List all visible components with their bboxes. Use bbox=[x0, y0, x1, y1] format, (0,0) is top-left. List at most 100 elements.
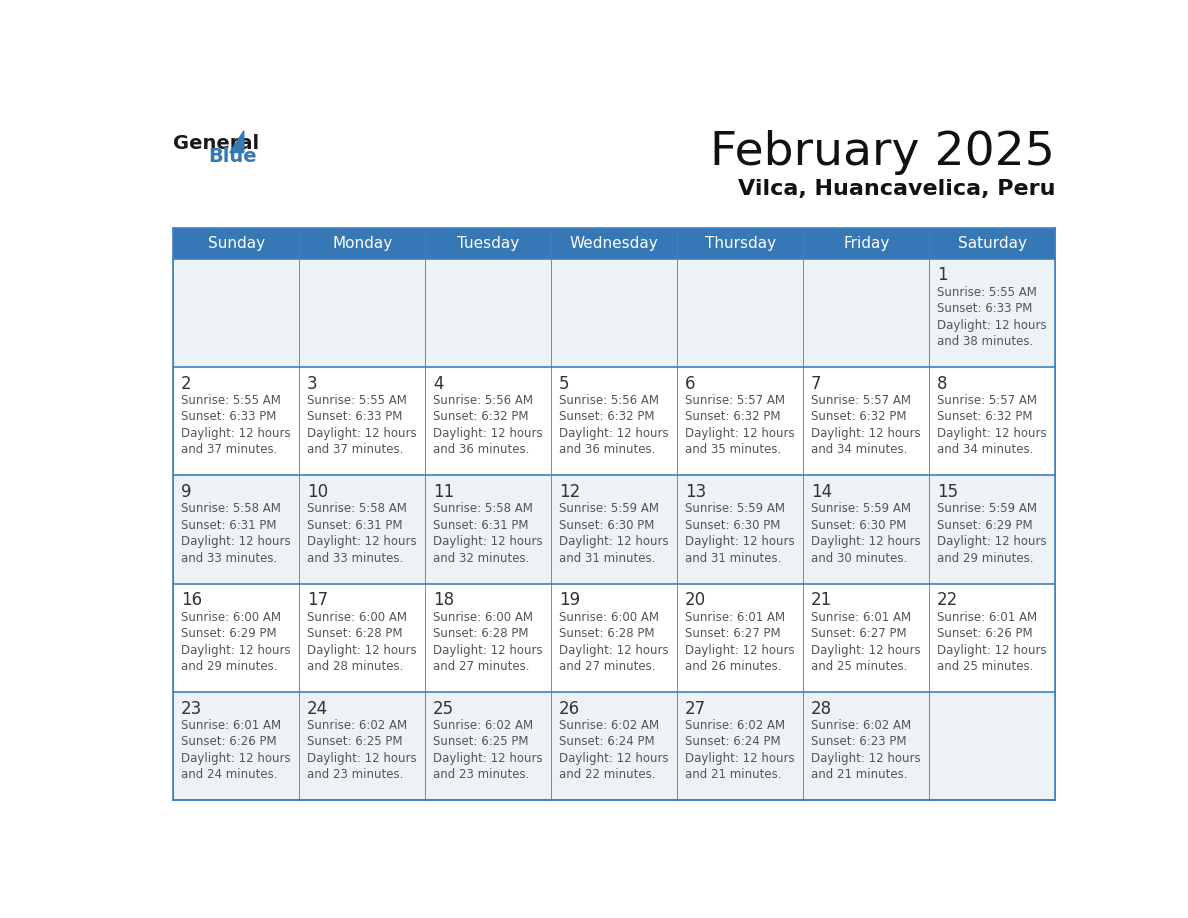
Text: Vilca, Huancavelica, Peru: Vilca, Huancavelica, Peru bbox=[738, 179, 1055, 199]
Text: 7: 7 bbox=[811, 375, 822, 393]
Text: Monday: Monday bbox=[333, 236, 392, 251]
Text: Sunrise: 5:59 AM
Sunset: 6:30 PM
Daylight: 12 hours
and 30 minutes.: Sunrise: 5:59 AM Sunset: 6:30 PM Dayligh… bbox=[811, 502, 921, 565]
FancyBboxPatch shape bbox=[173, 584, 299, 692]
Text: 9: 9 bbox=[181, 483, 191, 501]
Text: Thursday: Thursday bbox=[704, 236, 776, 251]
Text: Sunrise: 5:59 AM
Sunset: 6:30 PM
Daylight: 12 hours
and 31 minutes.: Sunrise: 5:59 AM Sunset: 6:30 PM Dayligh… bbox=[685, 502, 795, 565]
Text: 19: 19 bbox=[560, 591, 580, 610]
Text: 14: 14 bbox=[811, 483, 832, 501]
FancyBboxPatch shape bbox=[425, 228, 551, 259]
Text: 13: 13 bbox=[685, 483, 707, 501]
Text: Sunrise: 5:57 AM
Sunset: 6:32 PM
Daylight: 12 hours
and 35 minutes.: Sunrise: 5:57 AM Sunset: 6:32 PM Dayligh… bbox=[685, 394, 795, 456]
Text: Sunrise: 6:02 AM
Sunset: 6:23 PM
Daylight: 12 hours
and 21 minutes.: Sunrise: 6:02 AM Sunset: 6:23 PM Dayligh… bbox=[811, 719, 921, 781]
FancyBboxPatch shape bbox=[425, 367, 551, 476]
Text: 3: 3 bbox=[307, 375, 317, 393]
Text: 4: 4 bbox=[434, 375, 443, 393]
Text: Sunrise: 5:58 AM
Sunset: 6:31 PM
Daylight: 12 hours
and 33 minutes.: Sunrise: 5:58 AM Sunset: 6:31 PM Dayligh… bbox=[307, 502, 417, 565]
FancyBboxPatch shape bbox=[299, 228, 425, 259]
Text: 18: 18 bbox=[434, 591, 454, 610]
Text: Sunrise: 5:57 AM
Sunset: 6:32 PM
Daylight: 12 hours
and 34 minutes.: Sunrise: 5:57 AM Sunset: 6:32 PM Dayligh… bbox=[811, 394, 921, 456]
FancyBboxPatch shape bbox=[929, 367, 1055, 476]
FancyBboxPatch shape bbox=[551, 476, 677, 584]
Text: 6: 6 bbox=[685, 375, 695, 393]
Text: 5: 5 bbox=[560, 375, 569, 393]
FancyBboxPatch shape bbox=[677, 259, 803, 367]
FancyBboxPatch shape bbox=[803, 259, 929, 367]
Text: 28: 28 bbox=[811, 700, 832, 718]
Text: Sunrise: 5:59 AM
Sunset: 6:29 PM
Daylight: 12 hours
and 29 minutes.: Sunrise: 5:59 AM Sunset: 6:29 PM Dayligh… bbox=[937, 502, 1047, 565]
FancyBboxPatch shape bbox=[299, 259, 425, 367]
FancyBboxPatch shape bbox=[803, 228, 929, 259]
Text: 2: 2 bbox=[181, 375, 191, 393]
FancyBboxPatch shape bbox=[425, 259, 551, 367]
Text: 17: 17 bbox=[307, 591, 328, 610]
Text: Sunrise: 6:01 AM
Sunset: 6:26 PM
Daylight: 12 hours
and 24 minutes.: Sunrise: 6:01 AM Sunset: 6:26 PM Dayligh… bbox=[181, 719, 291, 781]
FancyBboxPatch shape bbox=[929, 228, 1055, 259]
Text: Saturday: Saturday bbox=[958, 236, 1026, 251]
Text: General: General bbox=[173, 133, 259, 152]
FancyBboxPatch shape bbox=[803, 367, 929, 476]
Text: Sunrise: 6:00 AM
Sunset: 6:28 PM
Daylight: 12 hours
and 28 minutes.: Sunrise: 6:00 AM Sunset: 6:28 PM Dayligh… bbox=[307, 610, 417, 673]
Text: Friday: Friday bbox=[843, 236, 890, 251]
FancyBboxPatch shape bbox=[173, 259, 299, 367]
Text: Sunrise: 6:01 AM
Sunset: 6:27 PM
Daylight: 12 hours
and 26 minutes.: Sunrise: 6:01 AM Sunset: 6:27 PM Dayligh… bbox=[685, 610, 795, 673]
Text: 25: 25 bbox=[434, 700, 454, 718]
Text: Sunrise: 5:59 AM
Sunset: 6:30 PM
Daylight: 12 hours
and 31 minutes.: Sunrise: 5:59 AM Sunset: 6:30 PM Dayligh… bbox=[560, 502, 669, 565]
Text: 21: 21 bbox=[811, 591, 833, 610]
FancyBboxPatch shape bbox=[299, 476, 425, 584]
Text: Sunrise: 5:58 AM
Sunset: 6:31 PM
Daylight: 12 hours
and 32 minutes.: Sunrise: 5:58 AM Sunset: 6:31 PM Dayligh… bbox=[434, 502, 543, 565]
Text: 22: 22 bbox=[937, 591, 959, 610]
Text: 1: 1 bbox=[937, 266, 948, 285]
Text: 10: 10 bbox=[307, 483, 328, 501]
FancyBboxPatch shape bbox=[551, 259, 677, 367]
FancyBboxPatch shape bbox=[677, 584, 803, 692]
Text: Sunrise: 6:00 AM
Sunset: 6:29 PM
Daylight: 12 hours
and 29 minutes.: Sunrise: 6:00 AM Sunset: 6:29 PM Dayligh… bbox=[181, 610, 291, 673]
Text: 27: 27 bbox=[685, 700, 706, 718]
Text: 8: 8 bbox=[937, 375, 948, 393]
Text: Sunday: Sunday bbox=[208, 236, 265, 251]
Text: 12: 12 bbox=[560, 483, 580, 501]
Polygon shape bbox=[229, 131, 244, 152]
Text: 15: 15 bbox=[937, 483, 959, 501]
Text: 26: 26 bbox=[560, 700, 580, 718]
FancyBboxPatch shape bbox=[299, 692, 425, 800]
FancyBboxPatch shape bbox=[677, 367, 803, 476]
Text: Sunrise: 6:01 AM
Sunset: 6:27 PM
Daylight: 12 hours
and 25 minutes.: Sunrise: 6:01 AM Sunset: 6:27 PM Dayligh… bbox=[811, 610, 921, 673]
Text: Sunrise: 6:02 AM
Sunset: 6:24 PM
Daylight: 12 hours
and 22 minutes.: Sunrise: 6:02 AM Sunset: 6:24 PM Dayligh… bbox=[560, 719, 669, 781]
FancyBboxPatch shape bbox=[551, 367, 677, 476]
Text: Sunrise: 6:01 AM
Sunset: 6:26 PM
Daylight: 12 hours
and 25 minutes.: Sunrise: 6:01 AM Sunset: 6:26 PM Dayligh… bbox=[937, 610, 1047, 673]
FancyBboxPatch shape bbox=[299, 584, 425, 692]
Text: Sunrise: 5:58 AM
Sunset: 6:31 PM
Daylight: 12 hours
and 33 minutes.: Sunrise: 5:58 AM Sunset: 6:31 PM Dayligh… bbox=[181, 502, 291, 565]
FancyBboxPatch shape bbox=[551, 584, 677, 692]
Text: 16: 16 bbox=[181, 591, 202, 610]
Text: Sunrise: 6:00 AM
Sunset: 6:28 PM
Daylight: 12 hours
and 27 minutes.: Sunrise: 6:00 AM Sunset: 6:28 PM Dayligh… bbox=[434, 610, 543, 673]
FancyBboxPatch shape bbox=[929, 259, 1055, 367]
FancyBboxPatch shape bbox=[551, 228, 677, 259]
Text: Sunrise: 5:55 AM
Sunset: 6:33 PM
Daylight: 12 hours
and 38 minutes.: Sunrise: 5:55 AM Sunset: 6:33 PM Dayligh… bbox=[937, 285, 1047, 348]
FancyBboxPatch shape bbox=[173, 367, 299, 476]
FancyBboxPatch shape bbox=[173, 228, 299, 259]
Text: 23: 23 bbox=[181, 700, 202, 718]
Text: Sunrise: 6:02 AM
Sunset: 6:24 PM
Daylight: 12 hours
and 21 minutes.: Sunrise: 6:02 AM Sunset: 6:24 PM Dayligh… bbox=[685, 719, 795, 781]
Text: February 2025: February 2025 bbox=[710, 130, 1055, 175]
FancyBboxPatch shape bbox=[803, 584, 929, 692]
FancyBboxPatch shape bbox=[425, 584, 551, 692]
Text: Sunrise: 5:55 AM
Sunset: 6:33 PM
Daylight: 12 hours
and 37 minutes.: Sunrise: 5:55 AM Sunset: 6:33 PM Dayligh… bbox=[181, 394, 291, 456]
FancyBboxPatch shape bbox=[425, 476, 551, 584]
Text: Sunrise: 6:02 AM
Sunset: 6:25 PM
Daylight: 12 hours
and 23 minutes.: Sunrise: 6:02 AM Sunset: 6:25 PM Dayligh… bbox=[307, 719, 417, 781]
Text: Wednesday: Wednesday bbox=[570, 236, 658, 251]
Text: Tuesday: Tuesday bbox=[457, 236, 519, 251]
FancyBboxPatch shape bbox=[677, 692, 803, 800]
Text: Sunrise: 5:56 AM
Sunset: 6:32 PM
Daylight: 12 hours
and 36 minutes.: Sunrise: 5:56 AM Sunset: 6:32 PM Dayligh… bbox=[434, 394, 543, 456]
FancyBboxPatch shape bbox=[425, 692, 551, 800]
Text: Sunrise: 6:00 AM
Sunset: 6:28 PM
Daylight: 12 hours
and 27 minutes.: Sunrise: 6:00 AM Sunset: 6:28 PM Dayligh… bbox=[560, 610, 669, 673]
FancyBboxPatch shape bbox=[551, 692, 677, 800]
Text: 24: 24 bbox=[307, 700, 328, 718]
Text: Blue: Blue bbox=[208, 148, 257, 166]
FancyBboxPatch shape bbox=[803, 692, 929, 800]
FancyBboxPatch shape bbox=[929, 692, 1055, 800]
Text: 11: 11 bbox=[434, 483, 454, 501]
Text: Sunrise: 5:56 AM
Sunset: 6:32 PM
Daylight: 12 hours
and 36 minutes.: Sunrise: 5:56 AM Sunset: 6:32 PM Dayligh… bbox=[560, 394, 669, 456]
FancyBboxPatch shape bbox=[677, 228, 803, 259]
Text: Sunrise: 6:02 AM
Sunset: 6:25 PM
Daylight: 12 hours
and 23 minutes.: Sunrise: 6:02 AM Sunset: 6:25 PM Dayligh… bbox=[434, 719, 543, 781]
